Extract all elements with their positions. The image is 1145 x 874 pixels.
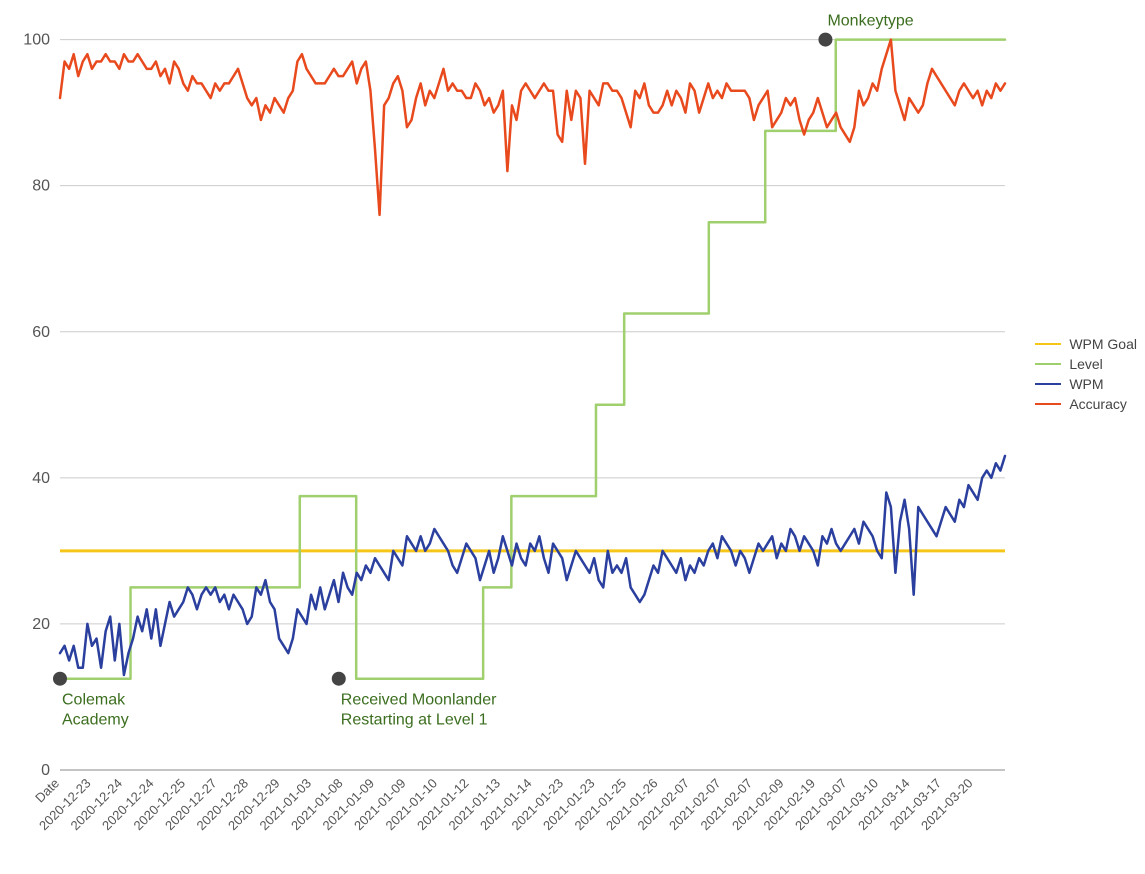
- annotation-dot: [818, 33, 832, 47]
- chart-canvas: 020406080100Date2020-12-232020-12-242020…: [0, 0, 1145, 874]
- chart-legend: WPM Goal Level WPM Accuracy: [1035, 336, 1137, 416]
- legend-item-wpm-goal: WPM Goal: [1035, 336, 1137, 352]
- svg-text:100: 100: [23, 32, 50, 49]
- legend-swatch: [1035, 383, 1061, 385]
- legend-label: WPM: [1069, 376, 1103, 392]
- annotation-label: Monkeytype: [827, 13, 913, 30]
- legend-swatch: [1035, 403, 1061, 405]
- annotation-label: Restarting at Level 1: [341, 712, 488, 729]
- legend-item-wpm: WPM: [1035, 376, 1137, 392]
- annotation-label: Academy: [62, 712, 129, 729]
- annotation-label: Received Moonlander: [341, 692, 497, 709]
- annotation-dot: [53, 672, 67, 686]
- typing-progress-chart: 020406080100Date2020-12-232020-12-242020…: [0, 0, 1145, 874]
- legend-swatch: [1035, 363, 1061, 365]
- svg-text:20: 20: [32, 616, 50, 633]
- legend-swatch: [1035, 343, 1061, 345]
- series-accuracy: [60, 40, 1005, 215]
- legend-item-accuracy: Accuracy: [1035, 396, 1137, 412]
- annotation-dot: [332, 672, 346, 686]
- svg-text:0: 0: [41, 762, 50, 779]
- svg-text:40: 40: [32, 470, 50, 487]
- legend-label: Accuracy: [1069, 396, 1127, 412]
- legend-label: WPM Goal: [1069, 336, 1137, 352]
- legend-label: Level: [1069, 356, 1102, 372]
- series-wpm: [60, 456, 1005, 675]
- svg-text:60: 60: [32, 324, 50, 341]
- svg-text:80: 80: [32, 178, 50, 195]
- legend-item-level: Level: [1035, 356, 1137, 372]
- series-level: [60, 40, 1005, 679]
- annotation-label: Colemak: [62, 692, 126, 709]
